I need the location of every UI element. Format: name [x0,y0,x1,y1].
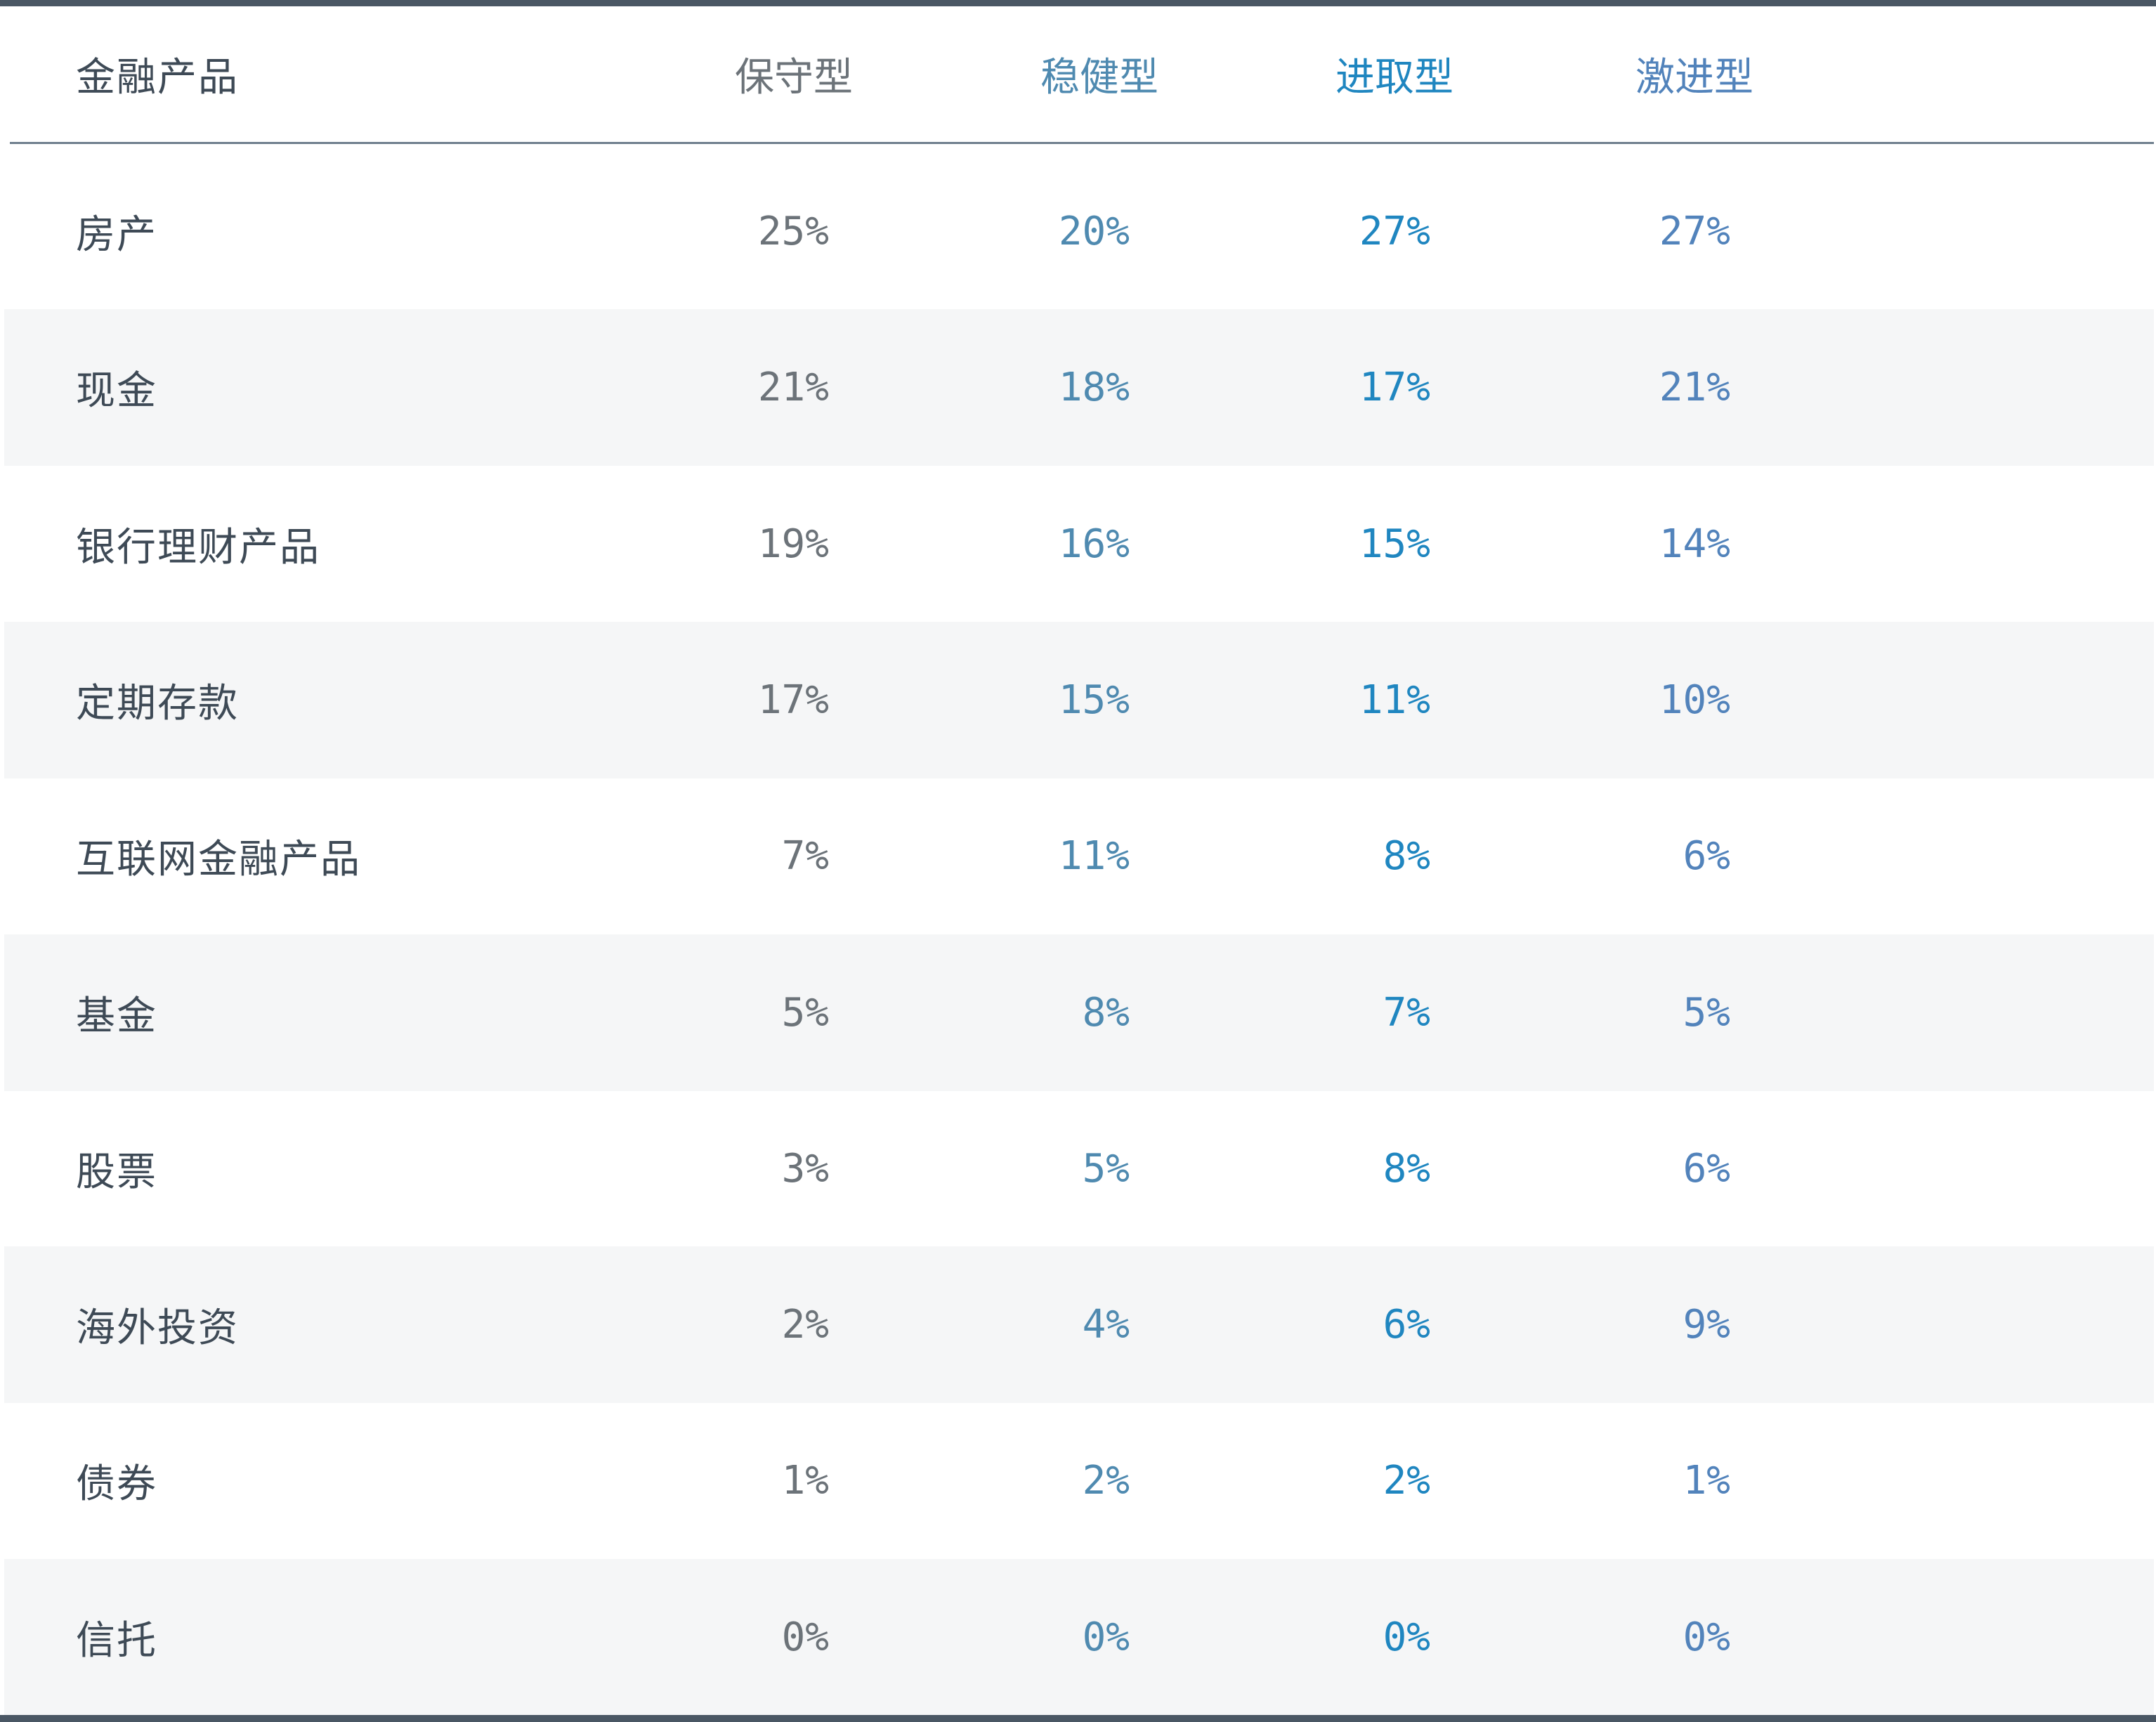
table-row: 现金 21% 18% 17% 21% [4,309,2154,466]
value-cell: 6% [1683,833,1730,879]
row-label: 定期存款 [76,681,239,726]
row-label: 互联网金融产品 [76,837,361,882]
value-cell: 11% [1058,833,1130,879]
table-row: 房产 25% 20% 27% 27% [4,153,2154,310]
value-cell: 9% [1683,1302,1730,1348]
value-cell: 14% [1659,521,1730,567]
value-cell: 27% [1359,209,1430,254]
header-conservative: 保守型 [735,55,853,100]
row-label: 信托 [76,1618,157,1664]
table-row: 债券 1% 2% 2% 1% [4,1402,2154,1559]
table-row: 定期存款 17% 15% 11% 10% [4,622,2154,778]
value-cell: 17% [1359,365,1430,410]
table-row: 海外投资 2% 4% 6% 9% [4,1246,2154,1403]
value-cell: 6% [1383,1302,1430,1348]
value-cell: 20% [1058,209,1130,254]
value-cell: 15% [1058,677,1130,723]
table-row: 银行理财产品 19% 16% 15% 14% [4,466,2154,622]
table-row: 基金 5% 8% 7% 5% [4,934,2154,1091]
value-cell: 8% [1383,833,1430,879]
header-enterprising: 进取型 [1335,55,1453,100]
value-cell: 25% [757,209,829,254]
value-cell: 0% [1082,1615,1130,1660]
value-cell: 17% [757,677,829,723]
header-divider [10,142,2154,144]
value-cell: 4% [1082,1302,1130,1348]
value-cell: 1% [781,1458,829,1504]
value-cell: 11% [1359,677,1430,723]
table-row: 股票 3% 5% 8% 6% [4,1090,2154,1247]
header-steady: 稳健型 [1040,55,1158,100]
header-product: 金融产品 [76,55,239,100]
value-cell: 2% [1383,1458,1430,1504]
row-label: 银行理财产品 [76,525,320,570]
value-cell: 27% [1659,209,1730,254]
value-cell: 7% [1383,990,1430,1036]
value-cell: 8% [1082,990,1130,1036]
row-label: 房产 [76,212,157,258]
table-row: 信托 0% 0% 0% 0% [4,1559,2154,1716]
value-cell: 5% [1082,1146,1130,1192]
value-cell: 16% [1058,521,1130,567]
value-cell: 3% [781,1146,829,1192]
value-cell: 6% [1683,1146,1730,1192]
table-bottom-border [0,1715,2156,1722]
row-label: 基金 [76,993,157,1039]
value-cell: 10% [1659,677,1730,723]
table-header-row: 金融产品 保守型 稳健型 进取型 激进型 [0,6,2156,142]
value-cell: 2% [1082,1458,1130,1504]
value-cell: 21% [1659,365,1730,410]
value-cell: 7% [781,833,829,879]
table-top-border [0,0,2156,6]
value-cell: 19% [757,521,829,567]
value-cell: 18% [1058,365,1130,410]
row-label: 股票 [76,1149,157,1195]
value-cell: 8% [1383,1146,1430,1192]
header-aggressive: 激进型 [1635,55,1753,100]
table-row: 互联网金融产品 7% 11% 8% 6% [4,778,2154,934]
value-cell: 0% [1683,1615,1730,1660]
value-cell: 15% [1359,521,1430,567]
value-cell: 5% [1683,990,1730,1036]
value-cell: 0% [781,1615,829,1660]
value-cell: 0% [1383,1615,1430,1660]
value-cell: 2% [781,1302,829,1348]
row-label: 海外投资 [76,1305,239,1351]
value-cell: 1% [1683,1458,1730,1504]
value-cell: 21% [757,365,829,410]
row-label: 债券 [76,1461,157,1507]
row-label: 现金 [76,368,157,414]
value-cell: 5% [781,990,829,1036]
